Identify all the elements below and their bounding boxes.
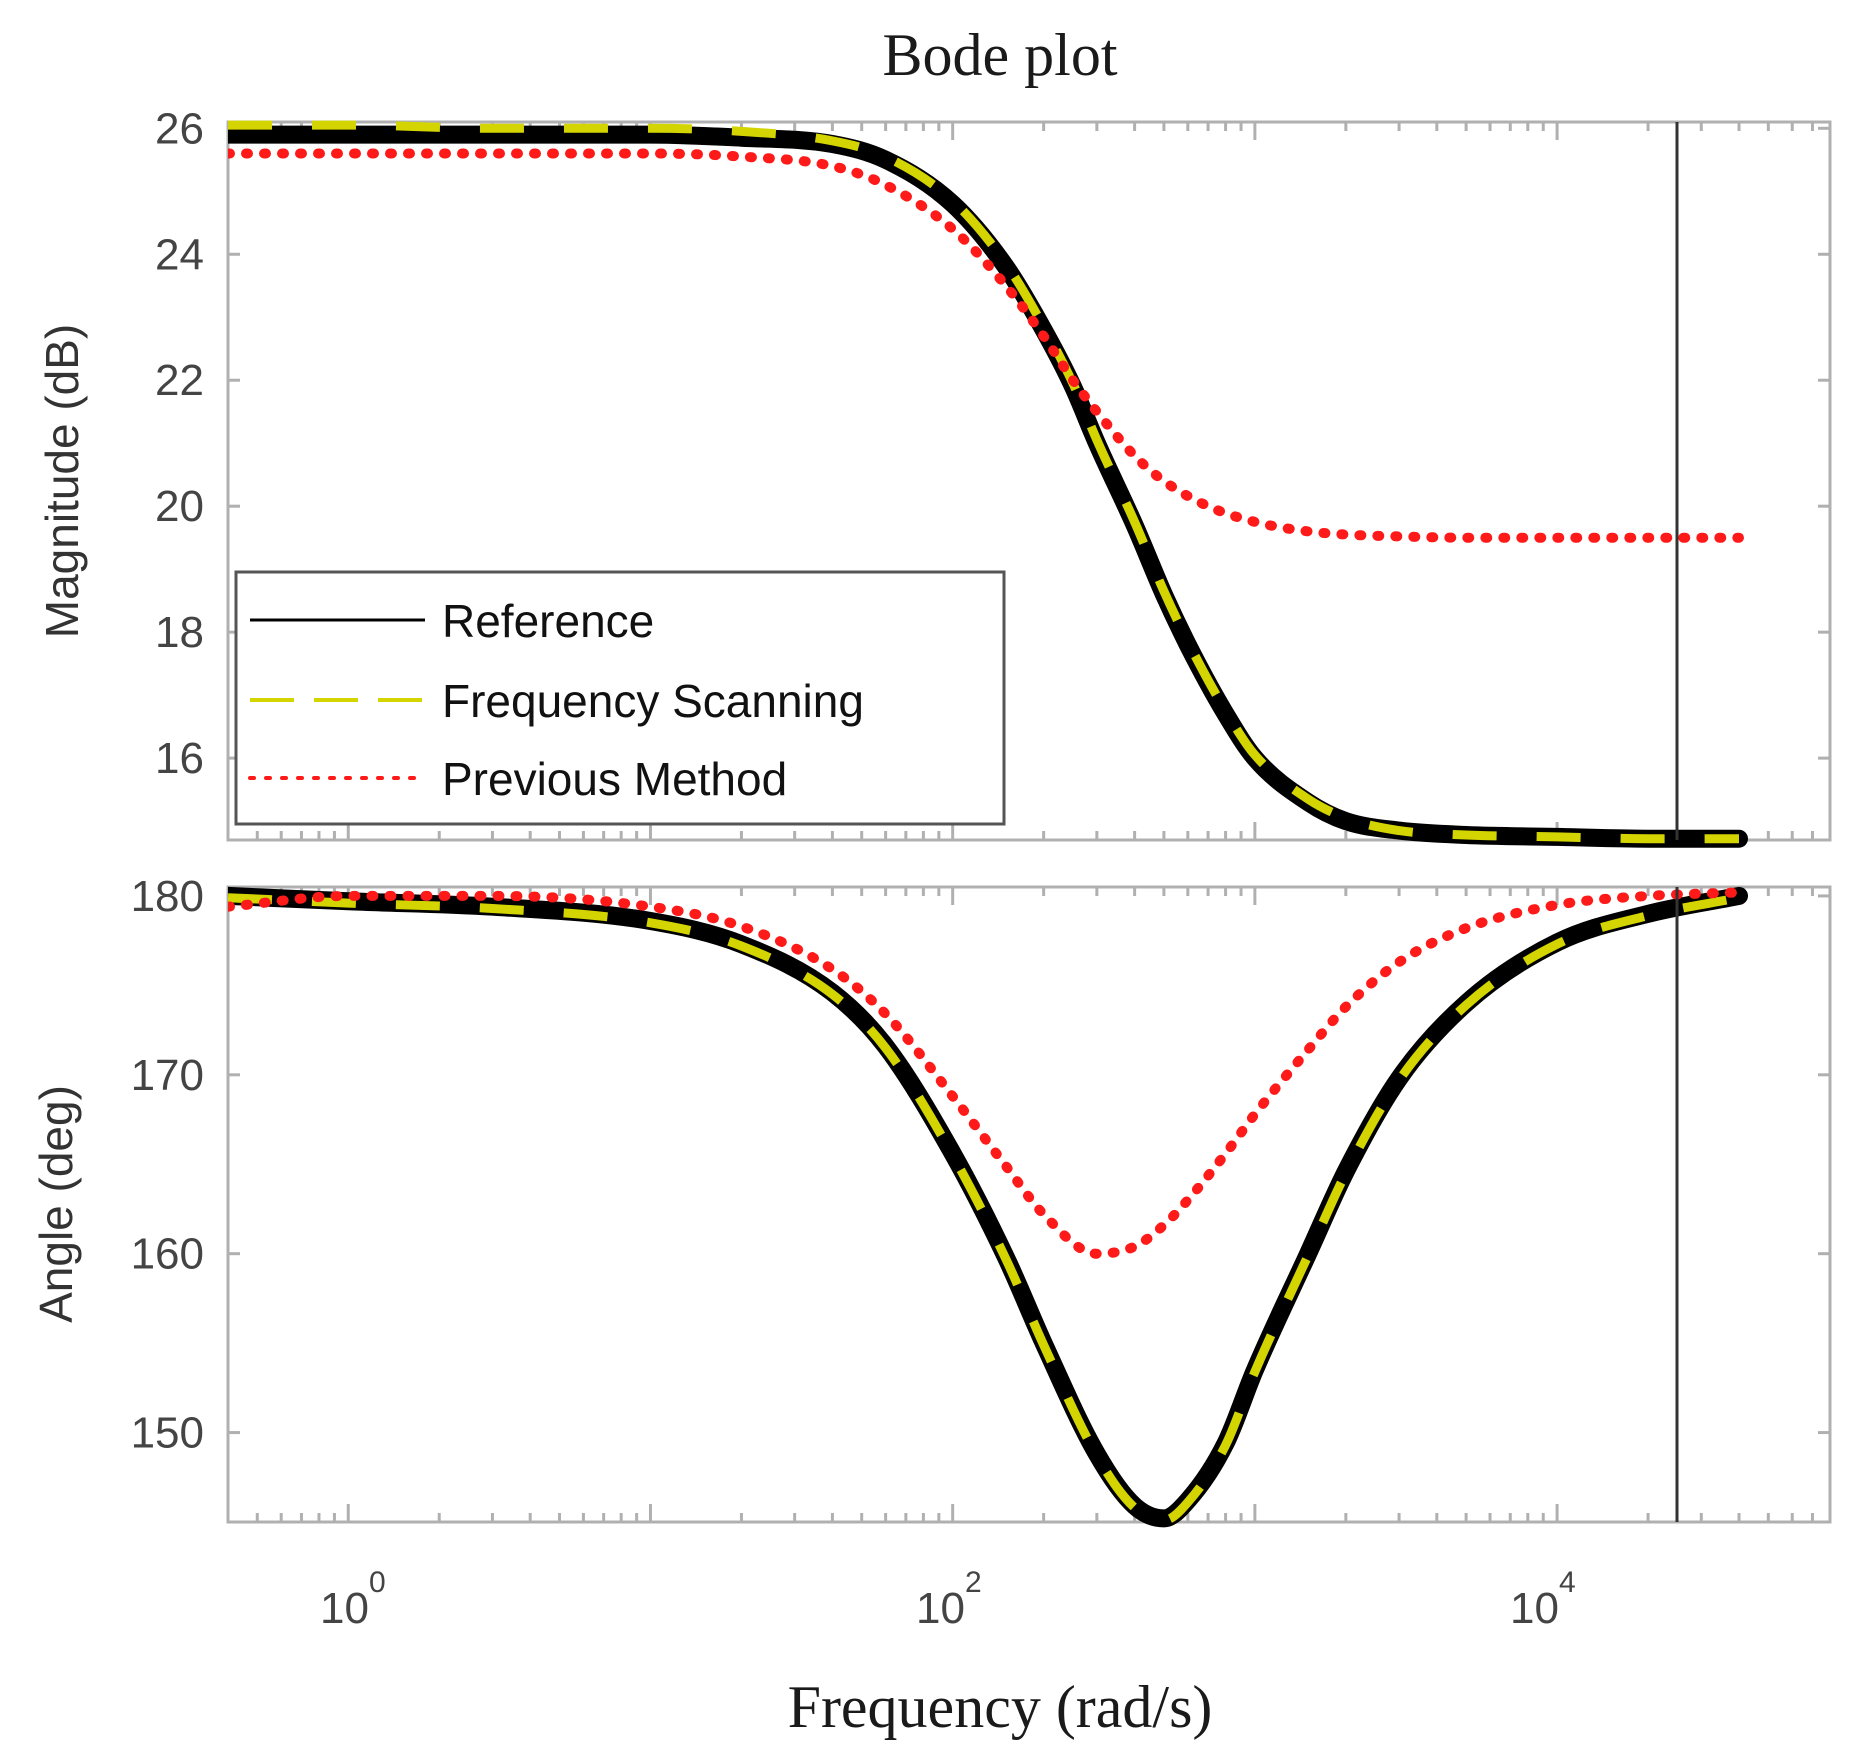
x-tick-labels: 10 0 10 2 10 4 bbox=[320, 1566, 1576, 1633]
y-tick-label: 24 bbox=[155, 230, 204, 279]
y-tick-label: 180 bbox=[131, 872, 204, 921]
chart-title: Bode plot bbox=[883, 22, 1118, 88]
phase-tick-labels: 150 160 170 180 bbox=[131, 872, 204, 1458]
y-tick-label: 20 bbox=[155, 482, 204, 531]
x-axis-label: Frequency (rad/s) bbox=[788, 1674, 1213, 1740]
series-line-frequency-scanning-magnitude bbox=[228, 120, 1739, 844]
y-tick-label: 18 bbox=[155, 608, 204, 657]
series-line-previous-method-magnitude bbox=[228, 148, 1744, 543]
legend-label-previous-method: Previous Method bbox=[442, 753, 787, 805]
y-tick-label: 170 bbox=[131, 1051, 204, 1100]
x-tick-label: 10 bbox=[1510, 1584, 1559, 1633]
x-tick-exponent: 4 bbox=[1559, 1566, 1576, 1599]
phase-tick-marks bbox=[226, 887, 1832, 1522]
series-line-frequency-scanning-phase bbox=[228, 893, 1740, 1525]
legend: Reference Frequency Scanning Previous Me… bbox=[234, 570, 1006, 826]
x-tick-base: 10 bbox=[320, 1584, 369, 1633]
magnitude-series-group bbox=[228, 120, 1748, 848]
x-tick-label: 10 bbox=[916, 1584, 965, 1633]
series-line-previous-method-phase bbox=[228, 887, 1744, 1259]
x-tick-label: 10 bbox=[320, 1584, 369, 1633]
phase-panel: 150 160 170 180 Angle (deg) bbox=[30, 872, 1832, 1528]
legend-box bbox=[234, 570, 1006, 826]
phase-axes-frame bbox=[226, 885, 1832, 1524]
legend-label-reference: Reference bbox=[442, 595, 654, 647]
y-tick-label: 150 bbox=[131, 1409, 204, 1458]
legend-label-frequency-scanning: Frequency Scanning bbox=[442, 675, 864, 727]
y-tick-label: 160 bbox=[131, 1230, 204, 1279]
y-tick-label: 26 bbox=[155, 104, 204, 153]
magnitude-y-axis-label: Magnitude (dB) bbox=[36, 324, 88, 639]
phase-y-axis-label: Angle (deg) bbox=[30, 1085, 82, 1323]
magnitude-tick-labels: 16 18 20 22 24 26 bbox=[155, 104, 204, 783]
y-tick-label: 22 bbox=[155, 356, 204, 405]
phase-series-group bbox=[228, 886, 1748, 1528]
x-tick-exponent: 0 bbox=[369, 1566, 386, 1599]
x-tick-base: 10 bbox=[1510, 1584, 1559, 1633]
x-tick-exponent: 2 bbox=[965, 1566, 982, 1599]
y-tick-label: 16 bbox=[155, 734, 204, 783]
x-tick-base: 10 bbox=[916, 1584, 965, 1633]
